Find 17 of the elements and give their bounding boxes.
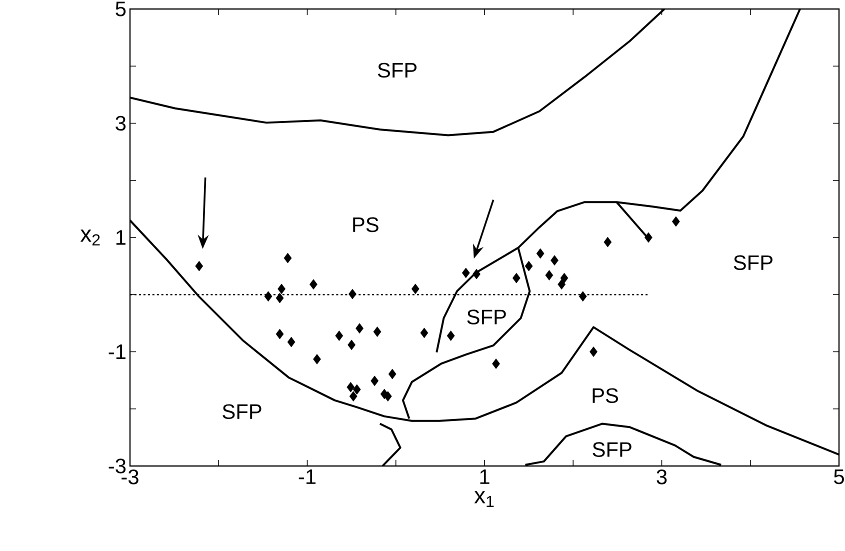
annotation: SFP <box>592 442 632 457</box>
annotation: PS <box>592 388 618 404</box>
x-axis-title: x$_{1}$ <box>474 491 494 507</box>
annotation: SFP <box>222 404 262 420</box>
y-tick-label: 5 <box>116 2 126 16</box>
annotation: SFP <box>467 310 506 324</box>
annotation: SFP <box>734 255 772 270</box>
y-tick-label: 1 <box>116 230 126 245</box>
x-tick-label: 3 <box>656 470 667 484</box>
y-tick-label: -1 <box>108 344 126 359</box>
annotation: PS <box>353 217 378 232</box>
y-axis-title: x$_{2}$ <box>80 230 100 246</box>
x-tick-label: 5 <box>834 470 844 484</box>
x-tick-label: 1 <box>480 470 490 484</box>
y-tick-label: 3 <box>116 116 126 131</box>
x-tick-label: -1 <box>298 470 316 484</box>
annotation: SFP <box>378 62 417 78</box>
